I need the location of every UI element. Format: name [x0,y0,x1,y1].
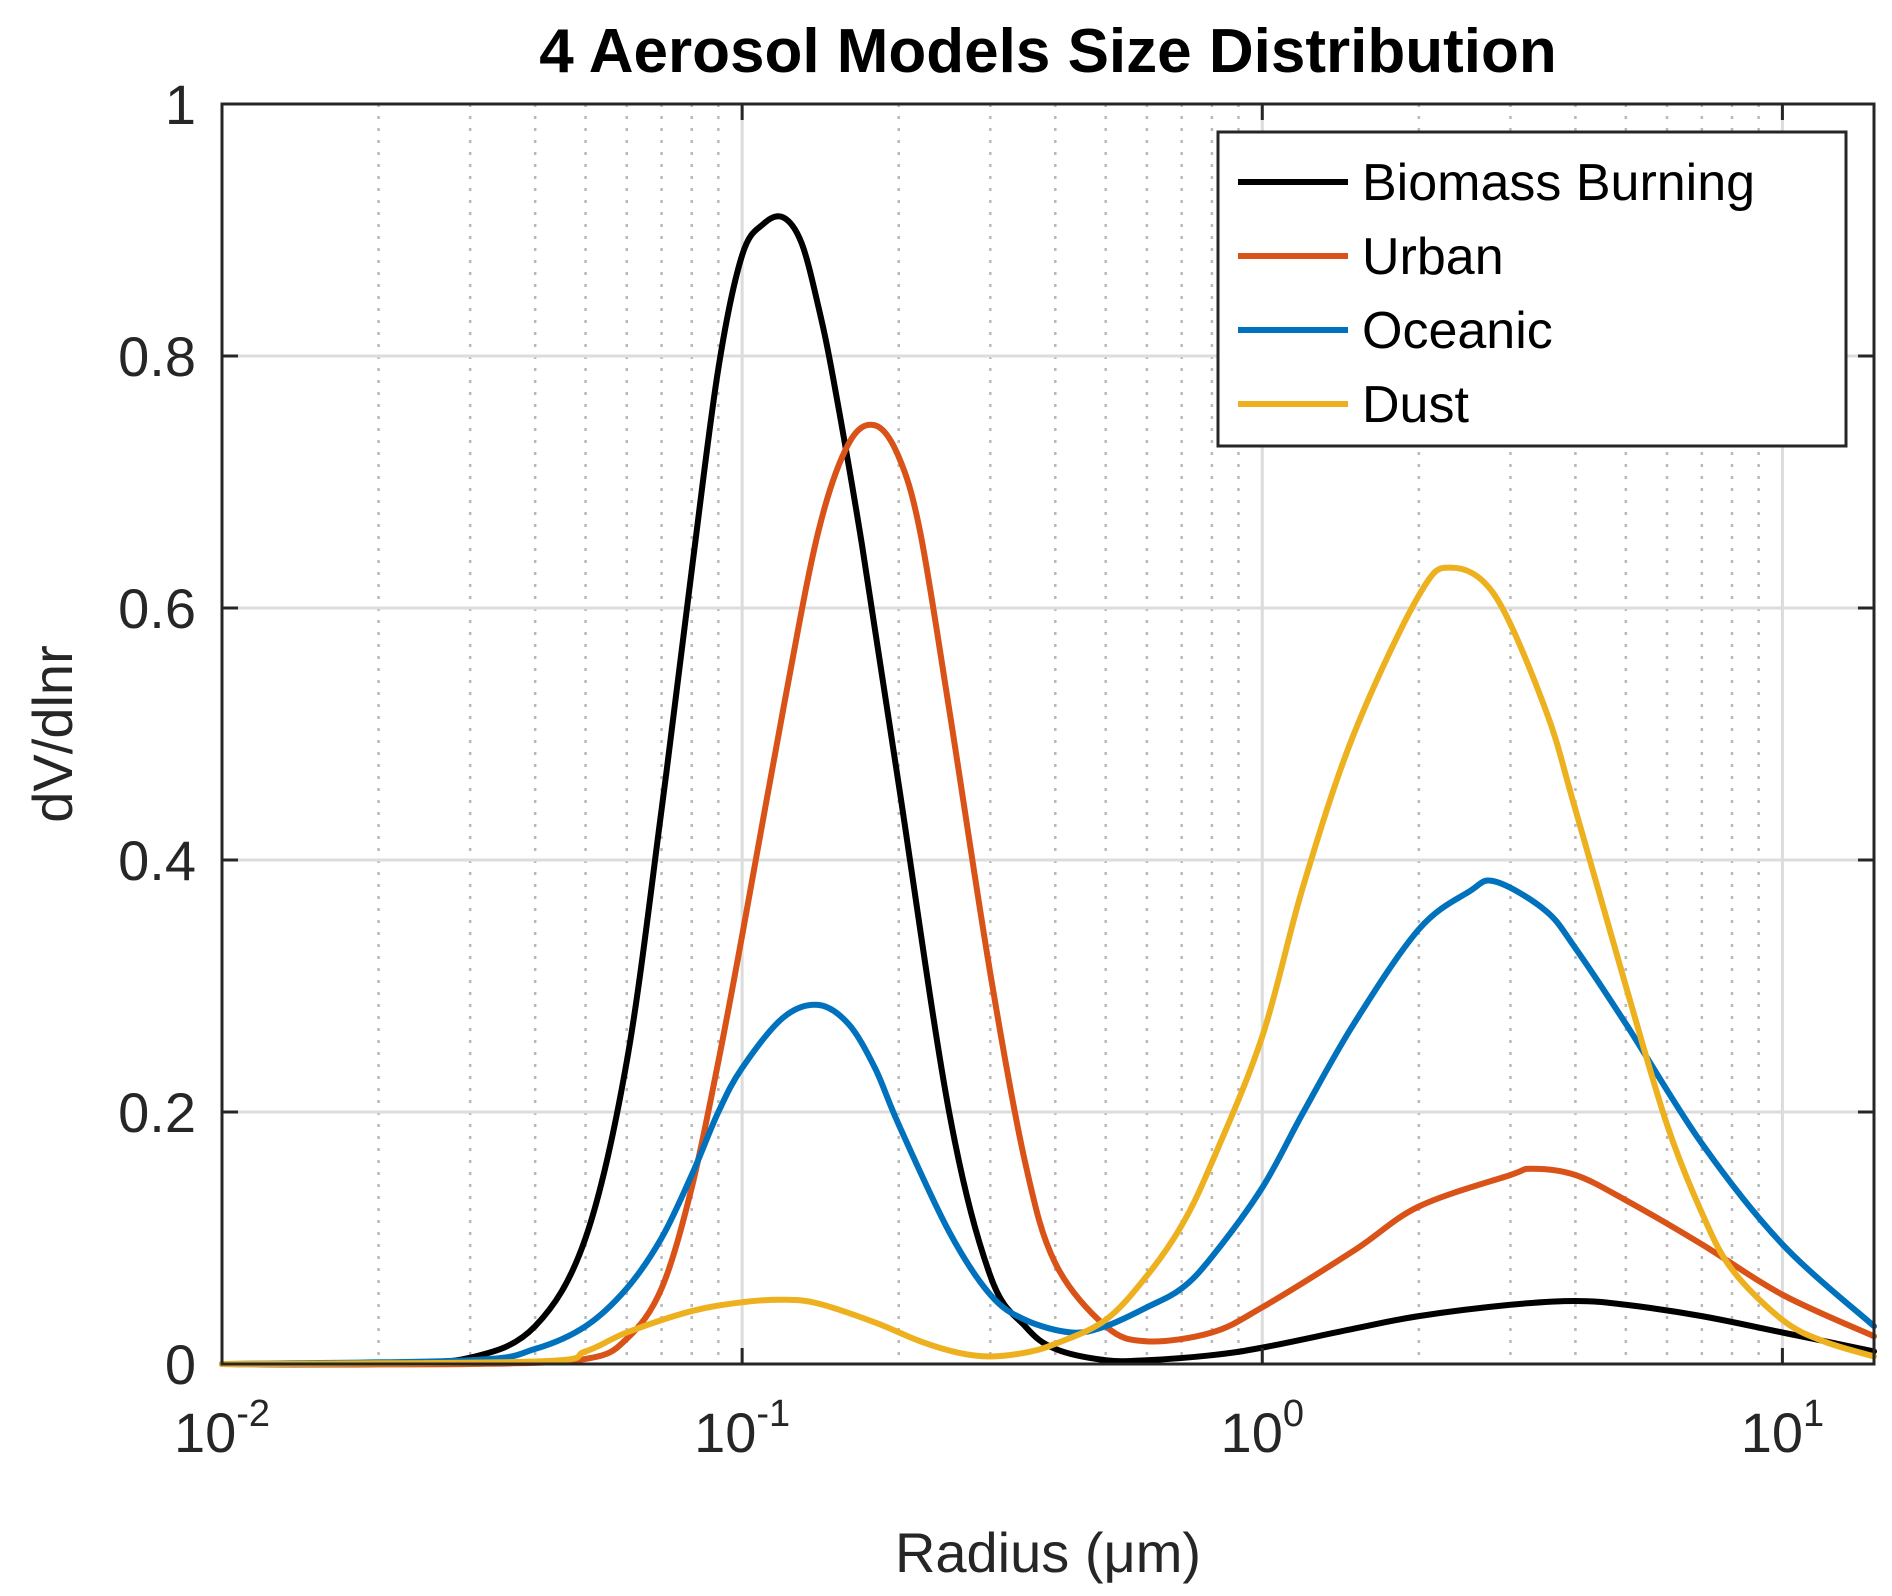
series-line-1 [219,421,1877,1368]
data-series [219,213,1877,1368]
x-tick-label: 10-1 [694,1393,790,1464]
x-axis-label: Radius (μm) [895,1521,1201,1584]
axis-ticks: 10-2 10-1 100 101 0 0.2 0.4 0.6 0.8 1 [118,73,1874,1464]
legend-label-1: Urban [1362,228,1504,286]
x-tick-label: 100 [1221,1393,1304,1464]
x-tick-label: 10-2 [174,1393,270,1464]
series-line-2 [219,877,1877,1367]
axes-box [220,102,1876,1366]
chart-title: 4 Aerosol Models Size Distribution [539,17,1556,86]
legend-label-0: Biomass Burning [1362,154,1755,212]
legend-label-3: Dust [1362,376,1469,434]
series-line-3 [219,564,1877,1367]
series-line-0 [219,213,1877,1368]
legend-label-2: Oceanic [1362,302,1553,360]
legend: Biomass Burning Urban Oceanic Dust [1216,130,1848,448]
y-tick-label: 0.4 [118,829,196,892]
x-tick-label: 101 [1741,1393,1824,1464]
y-tick-label: 0.6 [118,577,196,640]
y-tick-label: 0.8 [118,325,196,388]
y-tick-label: 0.2 [118,1081,196,1144]
y-tick-label: 0 [165,1333,196,1396]
y-axis-label: dV/dlnr [21,645,84,822]
y-tick-label: 1 [165,73,196,136]
